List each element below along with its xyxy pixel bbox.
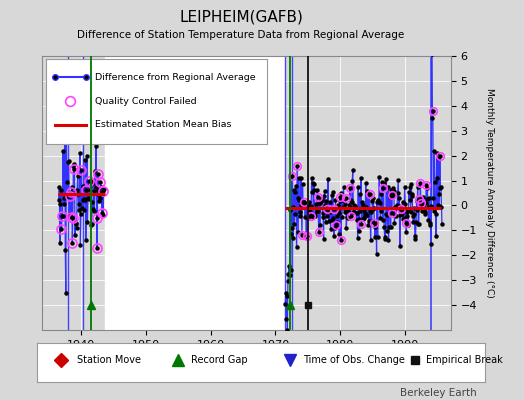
Text: Station Move: Station Move bbox=[77, 356, 141, 366]
Y-axis label: Monthly Temperature Anomaly Difference (°C): Monthly Temperature Anomaly Difference (… bbox=[485, 88, 494, 298]
Text: Time of Obs. Change: Time of Obs. Change bbox=[303, 356, 405, 366]
Text: LEIPHEIM(GAFB): LEIPHEIM(GAFB) bbox=[179, 10, 303, 25]
Text: Empirical Break: Empirical Break bbox=[427, 356, 503, 366]
Bar bbox=[105, 56, 285, 330]
Text: Difference of Station Temperature Data from Regional Average: Difference of Station Temperature Data f… bbox=[78, 30, 405, 40]
Text: Berkeley Earth: Berkeley Earth bbox=[400, 388, 477, 398]
Text: Record Gap: Record Gap bbox=[191, 356, 248, 366]
